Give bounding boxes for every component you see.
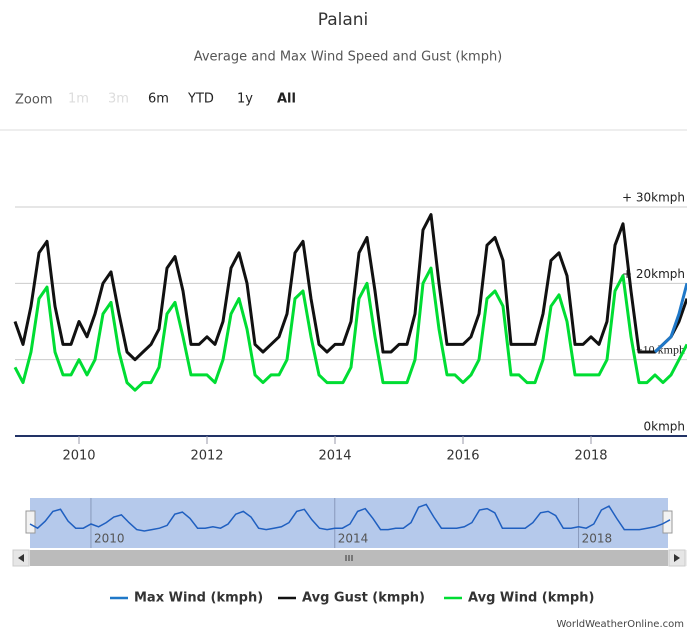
navigator-line xyxy=(29,503,671,532)
chart-subtitle: Average and Max Wind Speed and Gust (kmp… xyxy=(194,50,503,65)
y-tick-label: 0kmph xyxy=(644,420,686,434)
zoom-button[interactable]: YTD xyxy=(187,92,214,107)
zoom-button[interactable]: All xyxy=(277,92,296,107)
x-tick-label: 2014 xyxy=(318,449,351,464)
legend-label[interactable]: Max Wind (kmph) xyxy=(134,591,263,606)
chart-title: Palani xyxy=(318,10,369,30)
zoom-button[interactable]: 1m xyxy=(68,92,89,107)
y-tick-label: + 30kmph xyxy=(622,191,685,205)
y-tick-label: + 20kmph xyxy=(622,267,685,281)
zoom-button[interactable]: 3m xyxy=(108,92,129,107)
x-tick-label: 2012 xyxy=(190,449,223,464)
zoom-button[interactable]: 6m xyxy=(148,92,169,107)
navigator-tick-label: 2018 xyxy=(582,532,613,546)
series-line xyxy=(13,266,687,392)
zoom-button[interactable]: 1y xyxy=(237,92,253,107)
navigator-handle[interactable] xyxy=(25,510,36,534)
x-tick-label: 2016 xyxy=(446,449,479,464)
arrow xyxy=(18,554,24,562)
y-tick-label: +10 kmph xyxy=(636,342,685,356)
scroll-grip xyxy=(345,555,353,561)
credit: WorldWeatherOnline.com xyxy=(556,619,684,630)
navigator-mask xyxy=(30,498,668,548)
zoom-label: Zoom xyxy=(15,93,52,108)
legend-label[interactable]: Avg Wind (kmph) xyxy=(468,591,594,606)
arrow xyxy=(674,554,680,562)
x-tick-label: 2018 xyxy=(574,449,607,464)
navigator-tick-label: 2010 xyxy=(94,532,125,546)
legend-label[interactable]: Avg Gust (kmph) xyxy=(302,591,425,606)
x-tick-label: 2010 xyxy=(62,449,95,464)
navigator-tick-label: 2014 xyxy=(338,532,369,546)
series-line xyxy=(13,213,687,362)
series-line xyxy=(653,282,687,354)
